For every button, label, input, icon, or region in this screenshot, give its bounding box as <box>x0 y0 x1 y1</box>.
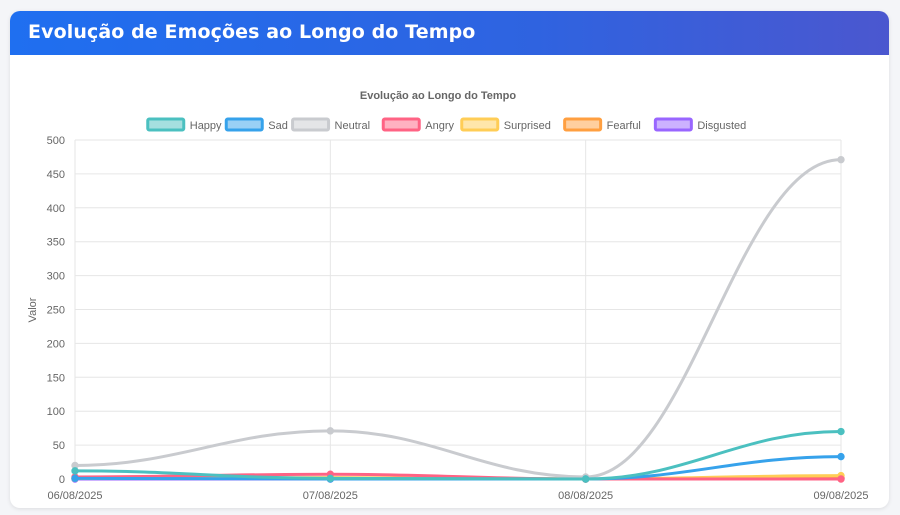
legend-swatch <box>563 117 603 132</box>
y-tick-label: 450 <box>47 169 65 181</box>
y-tick-label: 500 <box>47 135 65 147</box>
y-tick-label: 50 <box>53 440 65 452</box>
legend-label: Sad <box>268 120 288 132</box>
y-tick-label: 350 <box>47 237 65 249</box>
series-line <box>74 430 842 481</box>
legend-swatch <box>224 117 264 132</box>
legend-label: Disgusted <box>697 120 746 132</box>
y-tick-label: 150 <box>47 372 65 384</box>
data-point[interactable] <box>71 467 79 475</box>
chart-series <box>71 155 845 483</box>
x-axis-ticks: 06/08/2025 07/08/2025 08/08/2025 09/08/2025 <box>47 490 868 502</box>
legend-swatch <box>653 117 693 132</box>
card-header: Evolução de Emoções ao Longo do Tempo <box>10 11 889 55</box>
data-point[interactable] <box>837 452 845 461</box>
chart-title: Evolução ao Longo do Tempo <box>360 90 517 102</box>
legend-item-surprised[interactable]: Surprised <box>460 117 551 132</box>
legend-item-neutral[interactable]: Neutral <box>291 117 370 132</box>
y-tick-label: 300 <box>47 271 65 283</box>
y-tick-label: 0 <box>59 474 65 486</box>
data-point[interactable] <box>837 427 845 436</box>
data-point[interactable] <box>837 155 845 164</box>
chart-card: Evolução de Emoções ao Longo do Tempo Ev… <box>10 11 889 508</box>
series-line <box>74 158 842 479</box>
series-happy <box>71 427 845 483</box>
legend-label: Angry <box>425 120 454 132</box>
legend-label: Happy <box>190 120 222 132</box>
legend-item-sad[interactable]: Sad <box>224 117 288 132</box>
x-tick-label: 06/08/2025 <box>47 490 102 502</box>
legend-item-fearful[interactable]: Fearful <box>563 117 641 132</box>
y-axis-label: Valor <box>27 297 39 322</box>
x-tick-label: 08/08/2025 <box>558 490 613 502</box>
legend-item-happy[interactable]: Happy <box>146 117 222 132</box>
y-tick-label: 200 <box>47 338 65 350</box>
data-point[interactable] <box>581 475 590 483</box>
data-point[interactable] <box>326 474 335 483</box>
legend-label: Fearful <box>607 120 641 132</box>
legend-swatch <box>381 117 421 132</box>
legend-label: Neutral <box>335 120 370 132</box>
data-point[interactable] <box>837 475 845 483</box>
x-tick-label: 07/08/2025 <box>303 490 358 502</box>
y-tick-label: 400 <box>47 203 65 215</box>
data-point[interactable] <box>71 474 79 483</box>
legend-swatch <box>146 117 186 132</box>
y-tick-label: 100 <box>47 406 65 418</box>
chart-grid <box>74 139 842 480</box>
legend-item-disgusted[interactable]: Disgusted <box>653 117 746 132</box>
legend-swatch <box>291 117 331 132</box>
chart-legend: Happy Sad Neutral Angry Surprised Fearful Disg… <box>146 117 746 132</box>
data-point[interactable] <box>326 427 335 435</box>
y-tick-label: 250 <box>47 305 65 317</box>
x-tick-label: 09/08/2025 <box>813 490 868 502</box>
legend-swatch <box>460 117 500 132</box>
legend-item-angry[interactable]: Angry <box>381 117 454 132</box>
emotions-line-chart: Evolução ao Longo do Tempo Happy Sad Neutr… <box>27 90 869 502</box>
card-title: Evolução de Emoções ao Longo do Tempo <box>28 21 476 43</box>
legend-label: Surprised <box>504 120 551 132</box>
series-neutral <box>71 155 845 481</box>
